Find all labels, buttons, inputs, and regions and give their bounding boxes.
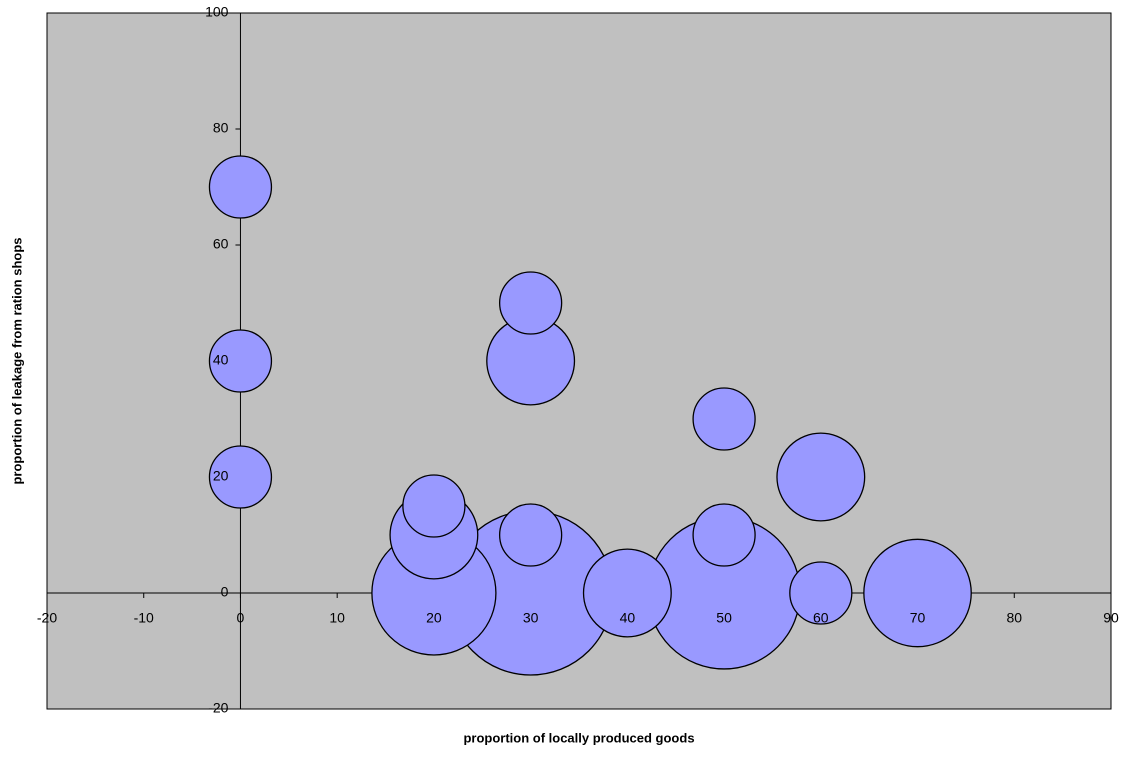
x-tick-label: 70 [910, 610, 926, 626]
bubble [208, 329, 273, 393]
bubble [498, 503, 563, 567]
bubble [208, 445, 273, 509]
bubble [402, 474, 466, 538]
y-tick-label: 60 [213, 236, 229, 252]
y-tick-label: -20 [208, 700, 228, 716]
bubble [863, 538, 972, 648]
bubble [692, 503, 756, 567]
bubble [776, 432, 866, 522]
y-tick-label: 100 [205, 4, 229, 20]
y-tick-label: 40 [213, 352, 229, 368]
y-tick-label: 80 [213, 120, 229, 136]
x-tick-label: -10 [134, 610, 154, 626]
x-tick-label: 10 [329, 610, 345, 626]
x-tick-label: 50 [716, 610, 732, 626]
y-tick-label: 20 [213, 468, 229, 484]
x-tick-label: 60 [813, 610, 829, 626]
bubble [208, 155, 273, 219]
bubble [692, 387, 756, 451]
x-tick-label: 40 [620, 610, 636, 626]
bubble [789, 561, 853, 625]
x-tick-label: -20 [37, 610, 57, 626]
x-tick-label: 80 [1006, 610, 1022, 626]
x-tick-label: 0 [237, 610, 245, 626]
y-axis-title: proportion of leakage from ration shops [9, 237, 24, 484]
x-tick-label: 90 [1103, 610, 1119, 626]
x-tick-label: 20 [426, 610, 442, 626]
x-axis-title: proportion of locally produced goods [463, 730, 694, 745]
bubble [498, 271, 563, 335]
y-tick-label: 0 [221, 584, 229, 600]
bubble [582, 548, 672, 638]
x-tick-label: 30 [523, 610, 539, 626]
